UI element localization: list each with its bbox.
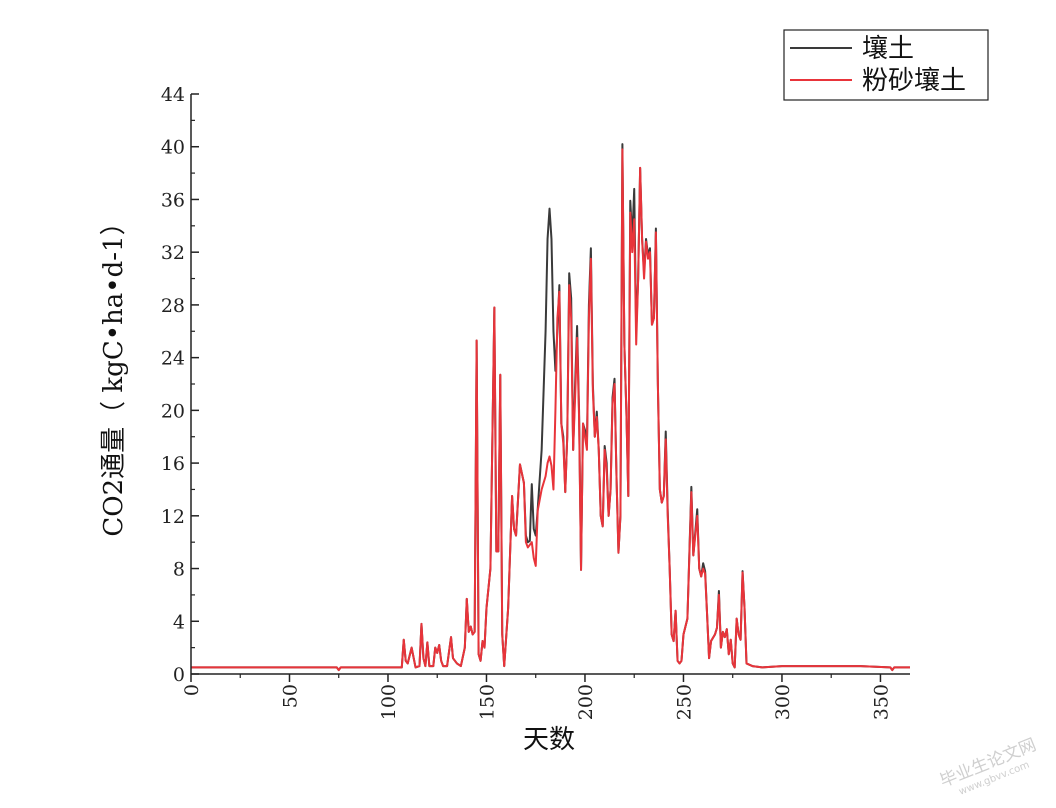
legend-box <box>783 29 989 101</box>
y-tick-label: 32 <box>161 242 185 264</box>
x-tick-label: 150 <box>476 684 498 720</box>
x-tick-label: 350 <box>870 684 892 720</box>
x-tick-label: 100 <box>378 684 400 720</box>
legend-label-series-1: 壤土 <box>862 34 914 64</box>
y-tick-label: 36 <box>161 189 185 211</box>
y-tick-label: 4 <box>173 611 185 633</box>
y-tick-label: 0 <box>173 664 185 686</box>
y-tick-label: 24 <box>161 348 185 370</box>
y-tick-label: 12 <box>161 506 185 528</box>
watermark: 毕业生论文网 www.gbvv.com <box>937 735 1039 798</box>
x-tick-label: 50 <box>279 684 301 708</box>
x-tick-label: 250 <box>673 684 695 720</box>
y-tick-label: 16 <box>161 453 185 475</box>
y-tick-label: 20 <box>161 400 185 422</box>
series-layer <box>191 143 910 672</box>
axes-layer <box>190 94 910 675</box>
y-tick-label: 40 <box>161 137 185 159</box>
series-line-2 <box>191 148 910 672</box>
x-tick-label: 300 <box>772 684 794 720</box>
legend-label-series-2: 粉砂壤土 <box>862 66 966 96</box>
x-tick-label: 200 <box>575 684 597 720</box>
x-ticks: 0 50 100 150 200 250 300 350 <box>181 674 892 720</box>
y-tick-label: 8 <box>173 559 185 581</box>
series-line-1 <box>191 143 910 672</box>
x-tick-label: 0 <box>181 684 203 696</box>
y-axis-title: CO2通量（ kgC•ha•d-1） <box>99 209 129 536</box>
y-tick-label: 28 <box>161 295 185 317</box>
legend: 壤土 粉砂壤土 <box>783 29 989 101</box>
y-ticks: 0 4 8 12 16 20 24 28 32 36 40 44 <box>161 84 199 686</box>
x-axis-title: 天数 <box>523 725 575 755</box>
y-tick-label: 44 <box>161 84 185 106</box>
